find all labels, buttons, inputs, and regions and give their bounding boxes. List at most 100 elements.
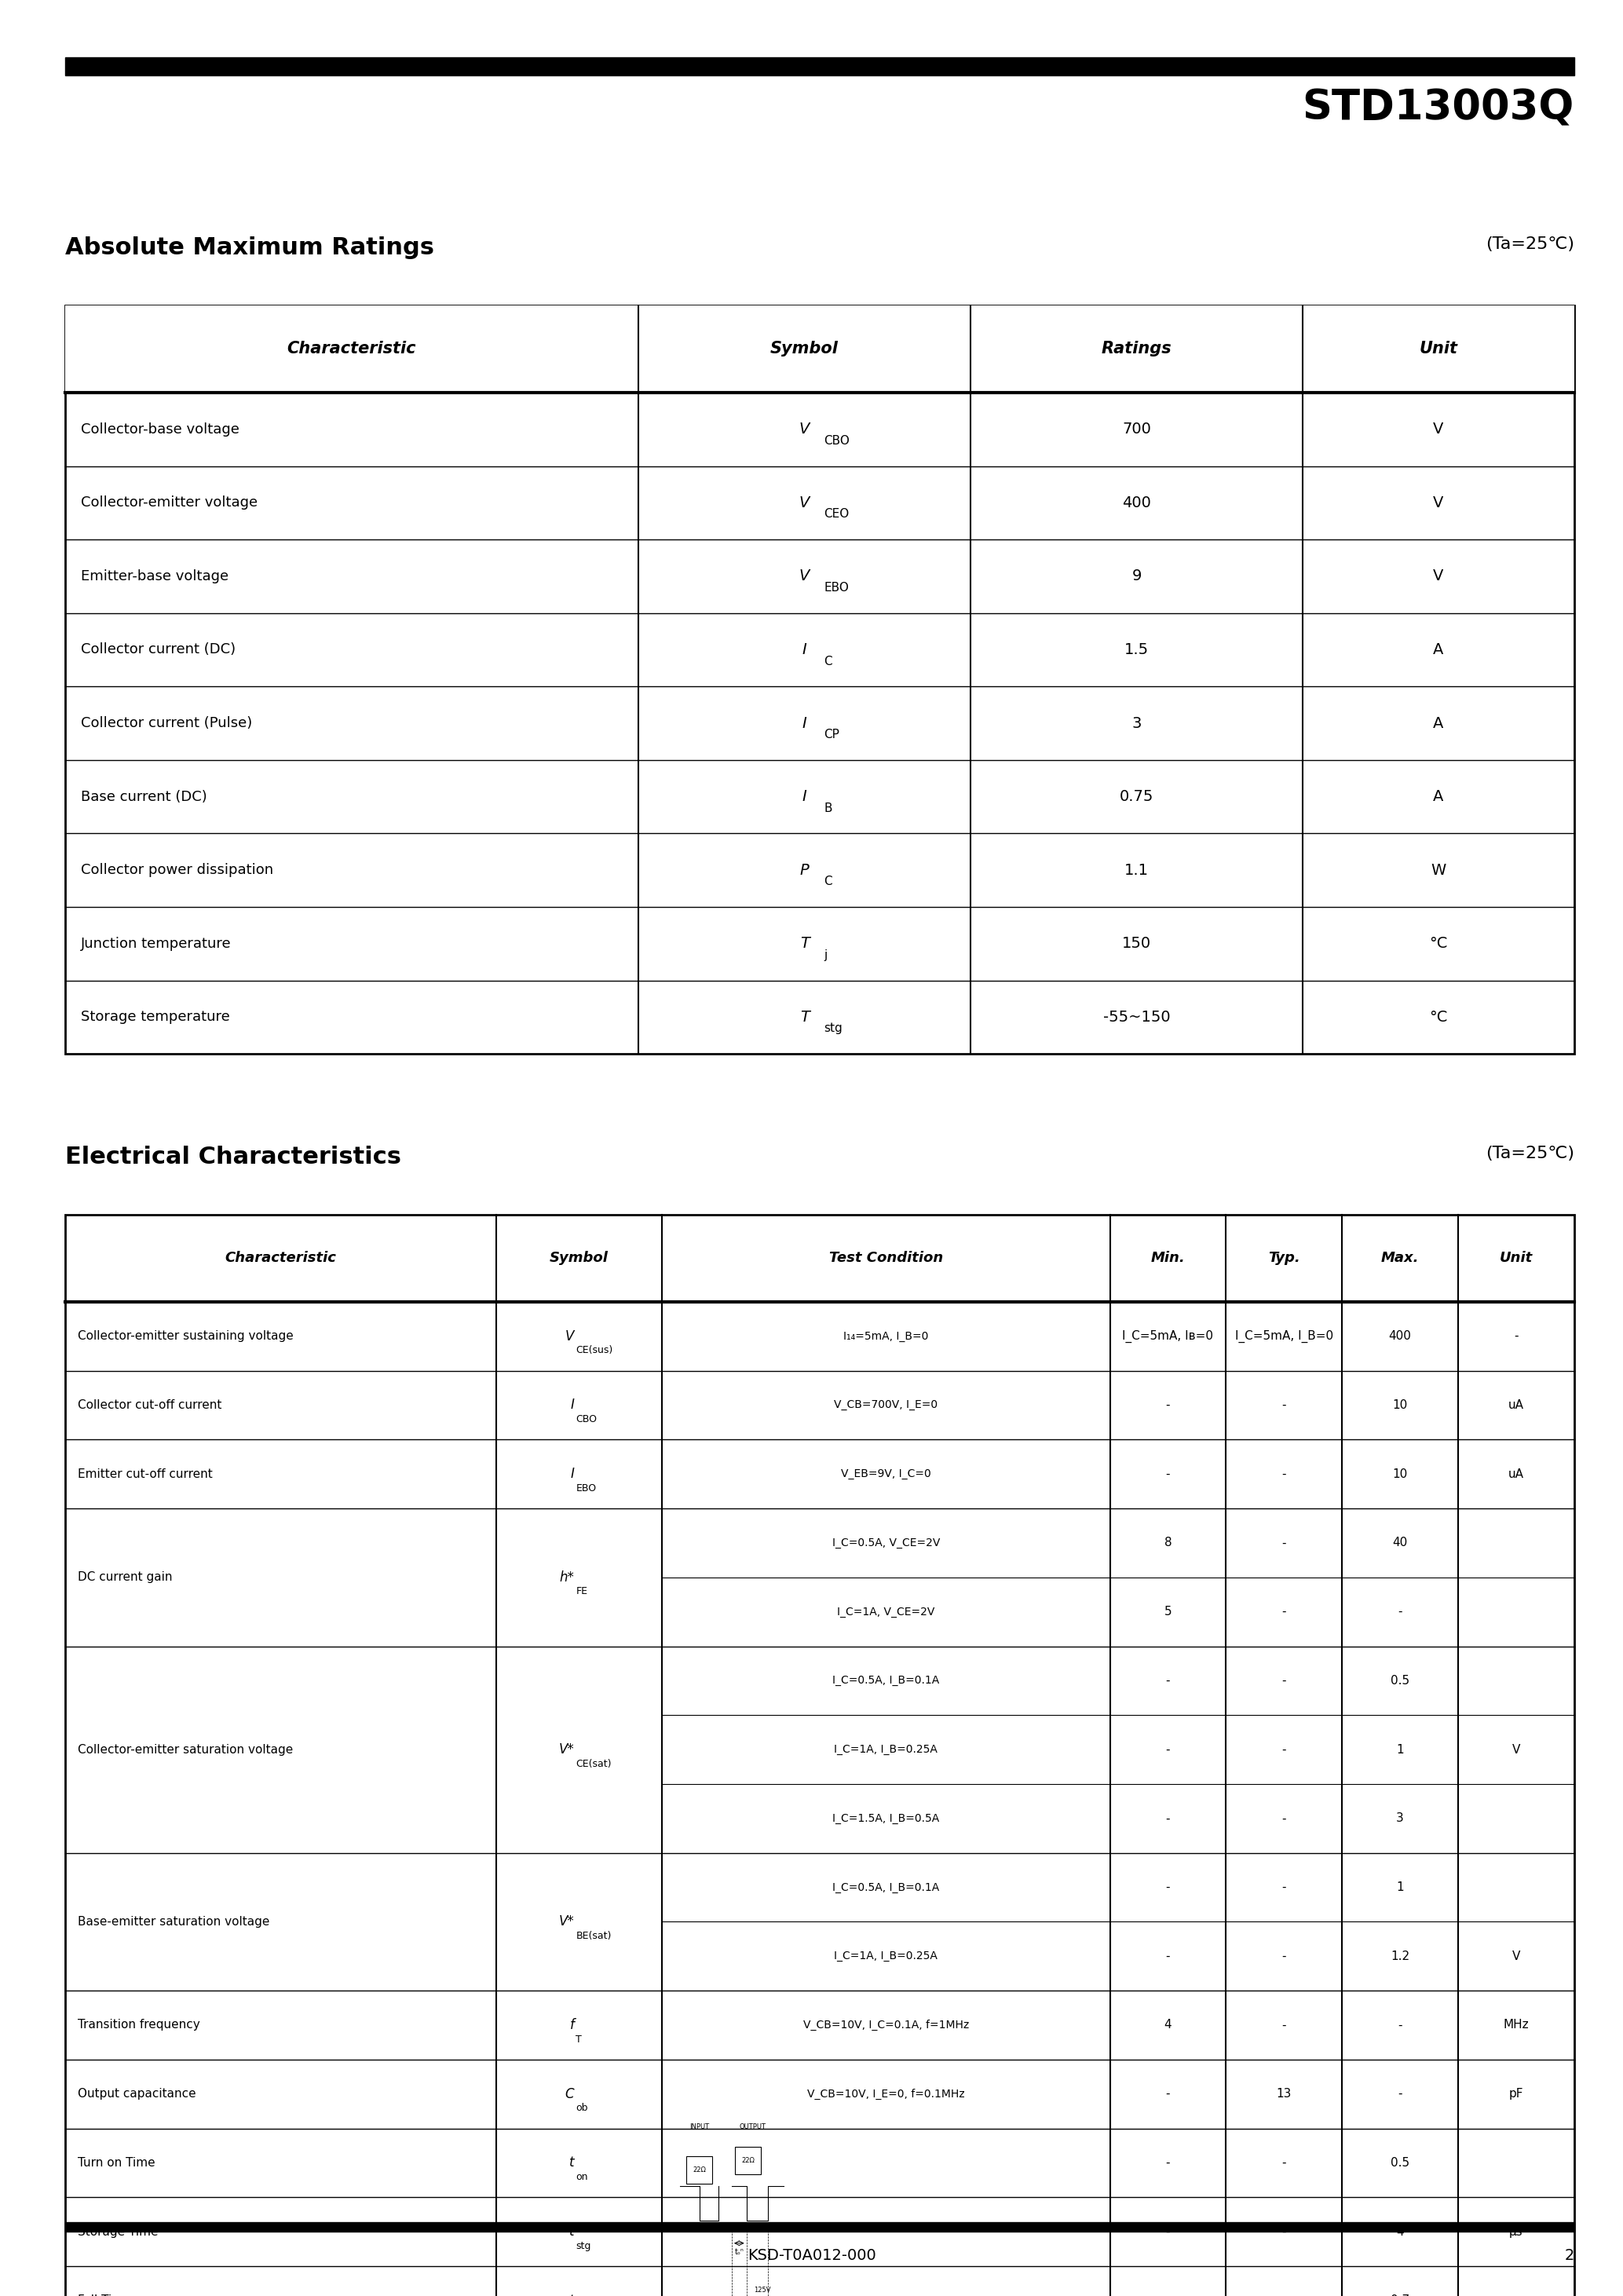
- Text: 0.5: 0.5: [1391, 2156, 1410, 2170]
- Text: 10: 10: [1393, 1467, 1407, 1481]
- Text: V*: V*: [558, 1915, 575, 1929]
- Bar: [65, 2223, 1574, 2232]
- Text: Electrical Characteristics: Electrical Characteristics: [65, 1146, 401, 1169]
- Text: V_CB=700V, I_E=0: V_CB=700V, I_E=0: [834, 1401, 938, 1410]
- Text: CBO: CBO: [576, 1414, 597, 1424]
- Text: Max.: Max.: [1381, 1251, 1419, 1265]
- Text: 1.1: 1.1: [1125, 863, 1149, 877]
- Text: -: -: [1282, 1467, 1285, 1481]
- Text: I: I: [570, 1467, 575, 1481]
- Text: CP: CP: [824, 728, 839, 742]
- Text: CBO: CBO: [824, 434, 850, 448]
- Text: -: -: [1282, 1674, 1285, 1688]
- Text: stg: stg: [576, 2241, 591, 2250]
- Text: I: I: [802, 790, 807, 804]
- Text: Storage temperature: Storage temperature: [81, 1010, 230, 1024]
- Text: Unit: Unit: [1419, 342, 1457, 356]
- Text: EBO: EBO: [576, 1483, 596, 1492]
- Text: μs: μs: [1509, 2225, 1522, 2239]
- Text: V: V: [799, 496, 810, 510]
- Text: I_C=1A, I_B=0.25A: I_C=1A, I_B=0.25A: [834, 1745, 938, 1754]
- Text: pF: pF: [1509, 2087, 1524, 2101]
- Text: V: V: [1433, 496, 1444, 510]
- Text: V: V: [799, 569, 810, 583]
- Text: (Ta=25℃): (Ta=25℃): [1485, 1146, 1574, 1162]
- Text: T: T: [800, 937, 810, 951]
- Text: Typ.: Typ.: [1268, 1251, 1300, 1265]
- Text: W: W: [1431, 863, 1446, 877]
- Text: Emitter-base voltage: Emitter-base voltage: [81, 569, 229, 583]
- Text: -: -: [1282, 1605, 1285, 1619]
- Bar: [65, 57, 1574, 76]
- Text: 4: 4: [1164, 2018, 1172, 2032]
- Text: stg: stg: [824, 1022, 842, 1035]
- Text: V: V: [1513, 1949, 1521, 1963]
- Text: Unit: Unit: [1500, 1251, 1532, 1265]
- Text: V_CB=10V, I_E=0, f=0.1MHz: V_CB=10V, I_E=0, f=0.1MHz: [807, 2089, 964, 2099]
- Text: h*: h*: [560, 1570, 575, 1584]
- Text: 22Ω: 22Ω: [742, 2156, 755, 2165]
- Text: ob: ob: [576, 2103, 588, 2112]
- Text: Storage Time: Storage Time: [78, 2225, 159, 2239]
- Text: B: B: [824, 801, 833, 815]
- Text: Test Condition: Test Condition: [829, 1251, 943, 1265]
- Text: f: f: [570, 2018, 575, 2032]
- Text: Absolute Maximum Ratings: Absolute Maximum Ratings: [65, 236, 433, 259]
- Text: -: -: [1397, 2087, 1402, 2101]
- Text: -: -: [1282, 2018, 1285, 2032]
- Text: -: -: [1397, 1605, 1402, 1619]
- Text: A: A: [1433, 716, 1444, 730]
- Text: -: -: [1165, 2087, 1170, 2101]
- Text: Base current (DC): Base current (DC): [81, 790, 208, 804]
- Text: -: -: [1165, 1674, 1170, 1688]
- Text: Collector-emitter saturation voltage: Collector-emitter saturation voltage: [78, 1743, 294, 1756]
- Text: 3: 3: [1131, 716, 1141, 730]
- Text: I_C=1.5A, I_B=0.5A: I_C=1.5A, I_B=0.5A: [833, 1814, 940, 1823]
- Text: -: -: [1282, 2156, 1285, 2170]
- Text: I_C=5mA, I_B=0: I_C=5mA, I_B=0: [1235, 1329, 1332, 1343]
- Bar: [65, 1215, 1574, 2296]
- Text: MHz: MHz: [1503, 2018, 1529, 2032]
- Bar: [65, 305, 1574, 393]
- Text: -: -: [1165, 1467, 1170, 1481]
- Bar: [735, 2147, 761, 2174]
- Text: I_C=0.5A, I_B=0.1A: I_C=0.5A, I_B=0.1A: [833, 1676, 940, 1685]
- Text: 1.5: 1.5: [1125, 643, 1149, 657]
- Text: I: I: [802, 716, 807, 730]
- Text: I_C=1A, I_B=0.25A: I_C=1A, I_B=0.25A: [834, 1952, 938, 1961]
- Text: Collector-emitter voltage: Collector-emitter voltage: [81, 496, 258, 510]
- Text: Transition frequency: Transition frequency: [78, 2018, 200, 2032]
- Text: 8: 8: [1164, 1536, 1172, 1550]
- Text: -: -: [1282, 2225, 1285, 2239]
- Text: Emitter cut-off current: Emitter cut-off current: [78, 1467, 213, 1481]
- Text: Ratings: Ratings: [1102, 342, 1172, 356]
- Text: STD13003Q: STD13003Q: [1302, 87, 1574, 129]
- Text: Junction temperature: Junction temperature: [81, 937, 232, 951]
- Text: -: -: [1165, 2225, 1170, 2239]
- Text: 3: 3: [1396, 1812, 1404, 1825]
- Text: A: A: [1433, 643, 1444, 657]
- Text: V: V: [565, 1329, 575, 1343]
- Text: T: T: [576, 2034, 583, 2043]
- Text: I₁₄=5mA, I_B=0: I₁₄=5mA, I_B=0: [844, 1332, 928, 1341]
- Text: V: V: [1433, 422, 1444, 436]
- Text: V: V: [1513, 1743, 1521, 1756]
- Text: t: t: [570, 2225, 575, 2239]
- Text: Symbol: Symbol: [550, 1251, 609, 1265]
- Text: -: -: [1514, 1329, 1519, 1343]
- Text: V*: V*: [558, 1743, 575, 1756]
- Text: 400: 400: [1389, 1329, 1412, 1343]
- Text: -: -: [1282, 1536, 1285, 1550]
- Text: Min.: Min.: [1151, 1251, 1185, 1265]
- Text: C: C: [824, 654, 833, 668]
- Text: FE: FE: [576, 1587, 588, 1596]
- Text: -55~150: -55~150: [1104, 1010, 1170, 1024]
- Text: -: -: [1165, 1812, 1170, 1825]
- Text: I: I: [802, 643, 807, 657]
- Text: -: -: [1282, 1949, 1285, 1963]
- Text: 400: 400: [1121, 496, 1151, 510]
- Text: Collector current (DC): Collector current (DC): [81, 643, 235, 657]
- Text: 9: 9: [1131, 569, 1141, 583]
- Text: on: on: [576, 2172, 588, 2181]
- Text: -: -: [1282, 1880, 1285, 1894]
